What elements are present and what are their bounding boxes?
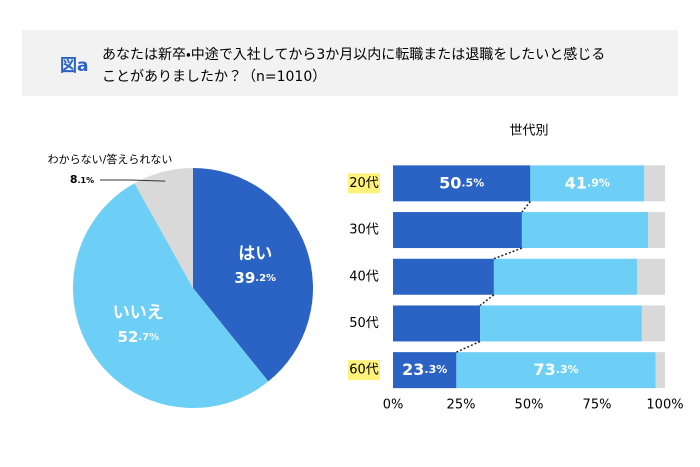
slice-name: わからない/答えられない: [48, 152, 173, 166]
bar-segment: [393, 258, 494, 295]
category-highlight: [348, 360, 380, 381]
slice-name: はい: [238, 244, 272, 264]
bar-segment: [641, 305, 665, 342]
slice-value-label: 52.7%: [117, 327, 159, 345]
bar-segment: [493, 258, 637, 295]
header-box: [22, 30, 678, 96]
bar-segment: [521, 212, 649, 249]
connector-line: [493, 247, 523, 260]
bar-segment: [648, 212, 665, 249]
connector-line: [456, 340, 481, 353]
pie-slice: [193, 168, 313, 382]
chart-title: 世代別: [509, 124, 548, 139]
bar-segment: [393, 165, 531, 202]
x-tick-label: 25%: [447, 398, 476, 413]
y-tick-label: 60代: [349, 363, 379, 378]
figure-label: 図a: [60, 56, 88, 76]
title-line: あなたは新卒・中途で入社してから3か月以内に転職または退職をしたいと感じる: [102, 46, 605, 63]
bar-segment: [393, 212, 522, 249]
x-tick-label: 100%: [646, 398, 683, 413]
x-tick-label: 75%: [583, 398, 612, 413]
category-highlight: [348, 173, 380, 194]
x-tick-label: 50%: [515, 398, 544, 413]
bar-segment: [644, 165, 665, 202]
y-tick-label: 20代: [349, 176, 379, 191]
bar-segment: [636, 258, 665, 295]
slice-value-label: 8.1%: [70, 173, 94, 186]
bar-segment: [530, 165, 645, 202]
slice-value-label: 39.2%: [234, 269, 276, 287]
slice-name: いいえ: [113, 303, 164, 323]
bar-segment: [456, 352, 656, 389]
value-label: 50.5%: [439, 173, 484, 192]
value-label: 41.9%: [565, 173, 610, 192]
value-label: 23.3%: [402, 360, 447, 379]
y-tick-label: 30代: [349, 223, 379, 238]
pie-slice: [72, 183, 269, 409]
connector-line: [479, 294, 495, 307]
y-tick-label: 40代: [349, 269, 379, 284]
title-line: ことがありましたか？（n=1010）: [102, 69, 326, 85]
bar-segment: [393, 352, 457, 389]
bar-segment: [655, 352, 665, 389]
x-tick-label: 0%: [383, 398, 404, 413]
bar-segment: [480, 305, 642, 342]
value-label: 73.3%: [534, 360, 579, 379]
connector-line: [521, 200, 531, 213]
leader-line: [100, 179, 166, 182]
bar-segment: [393, 305, 481, 342]
pie-slice: [134, 168, 193, 288]
y-tick-label: 50代: [349, 316, 379, 331]
